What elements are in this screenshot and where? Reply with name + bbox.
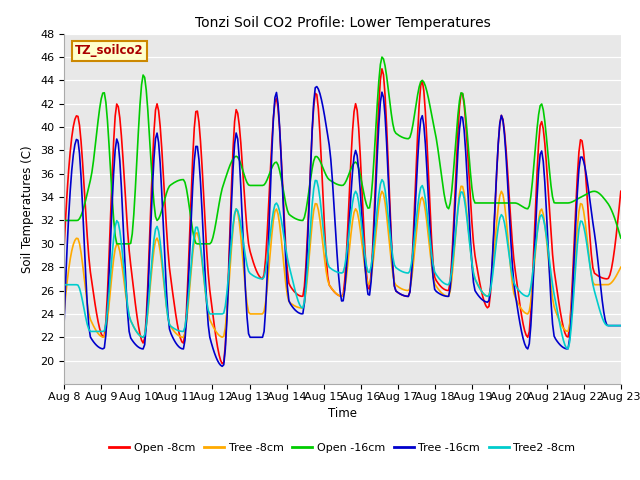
X-axis label: Time: Time <box>328 407 357 420</box>
Legend: Open -8cm, Tree -8cm, Open -16cm, Tree -16cm, Tree2 -8cm: Open -8cm, Tree -8cm, Open -16cm, Tree -… <box>105 439 580 457</box>
Text: TZ_soilco2: TZ_soilco2 <box>75 44 144 57</box>
Title: Tonzi Soil CO2 Profile: Lower Temperatures: Tonzi Soil CO2 Profile: Lower Temperatur… <box>195 16 490 30</box>
Y-axis label: Soil Temperatures (C): Soil Temperatures (C) <box>22 145 35 273</box>
